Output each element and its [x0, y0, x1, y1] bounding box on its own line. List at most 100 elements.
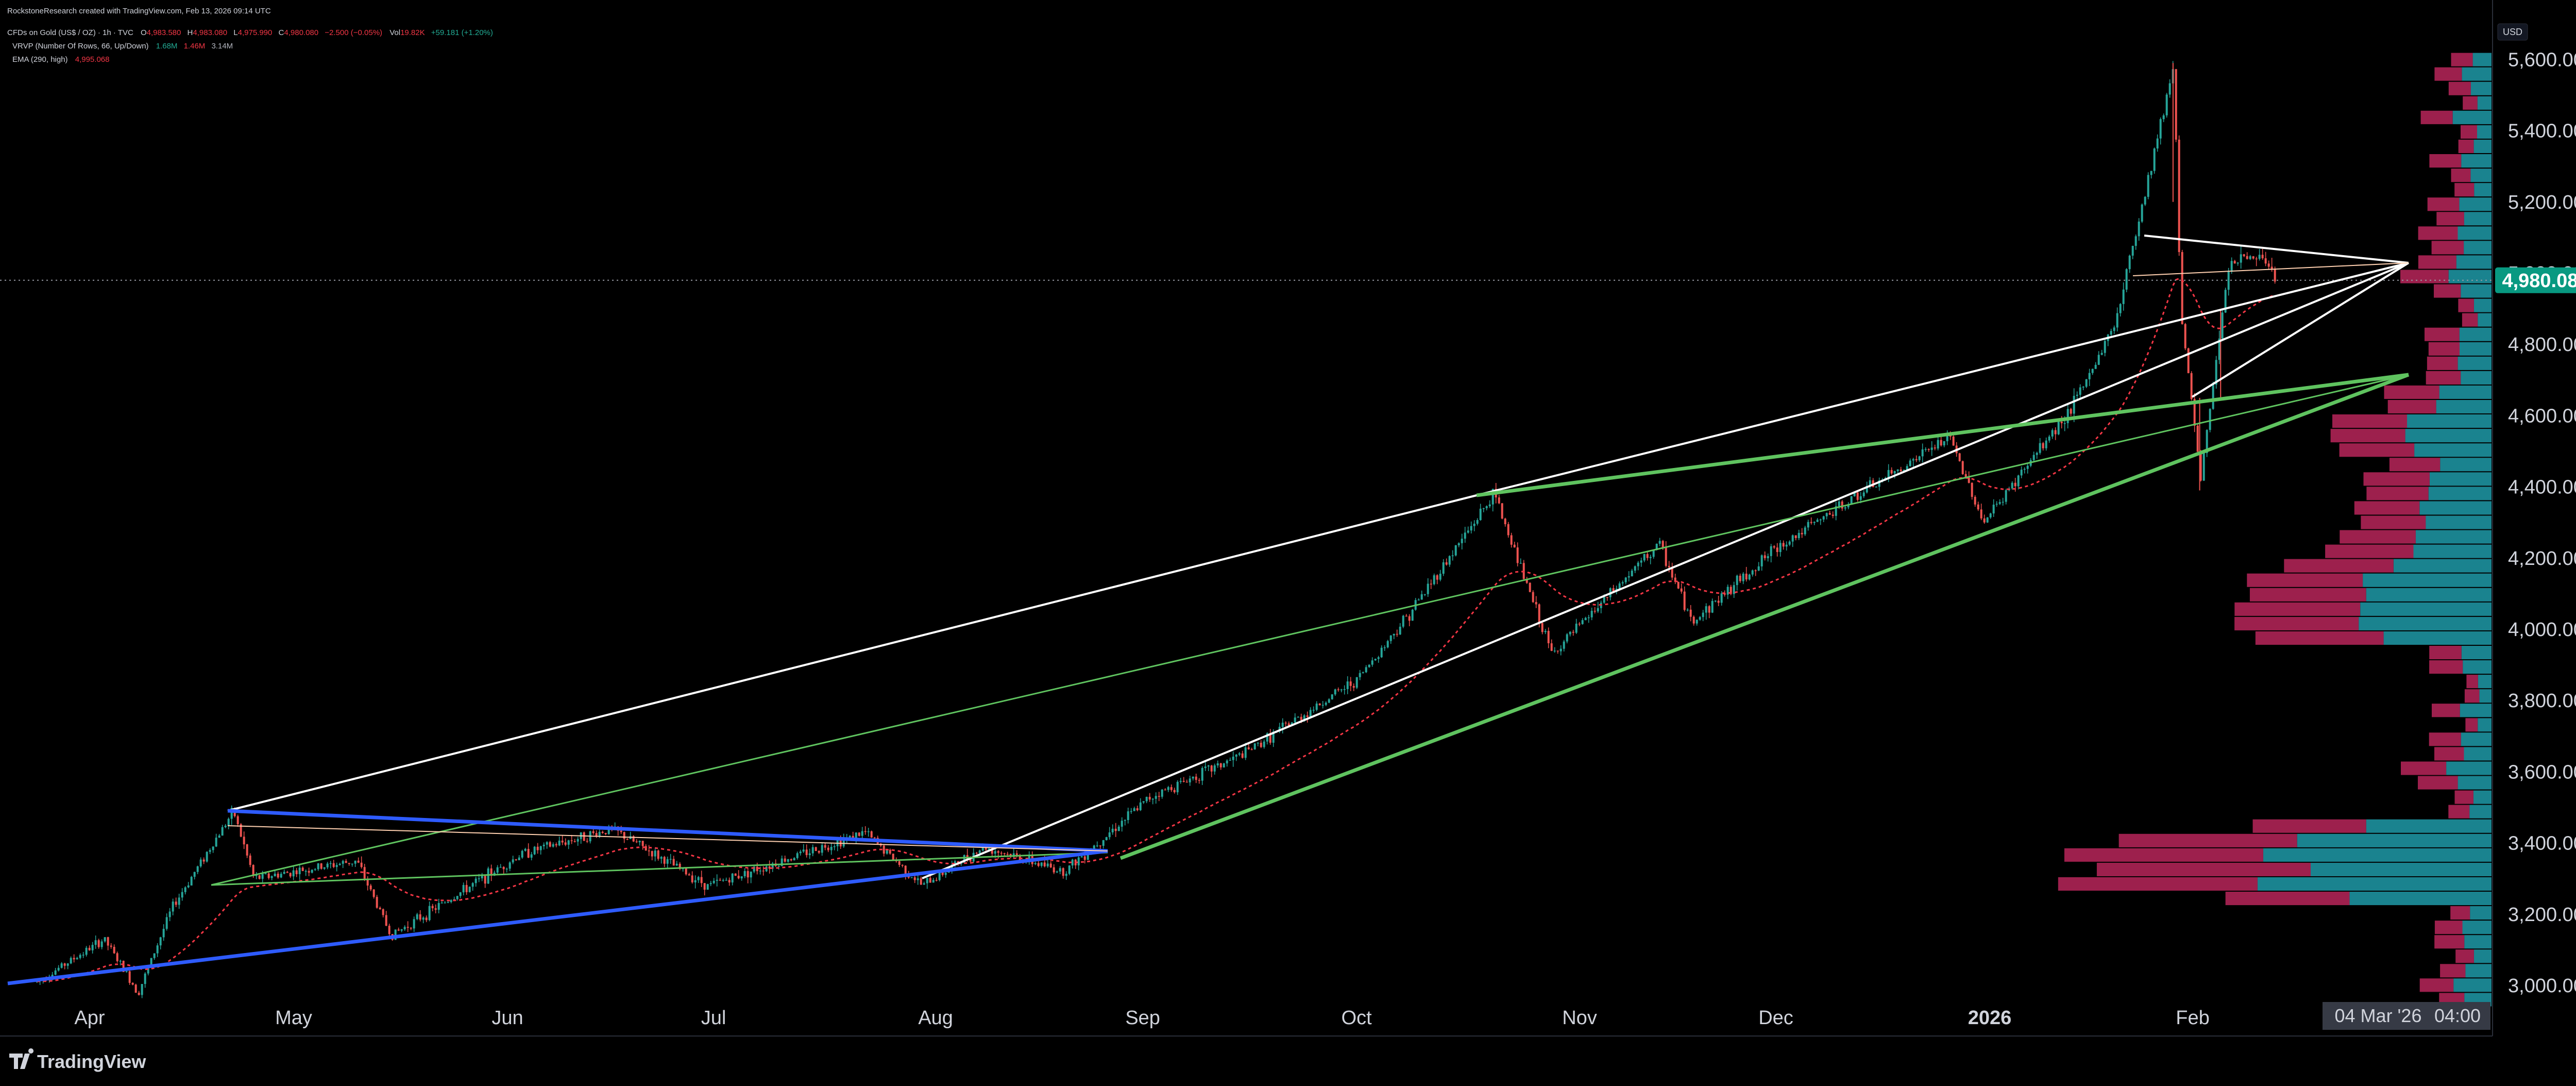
- channel-upper-green-line[interactable]: [1476, 373, 2409, 497]
- triangle-mid-thin-line[interactable]: [2132, 262, 2409, 276]
- triangle-upper-white-line[interactable]: [2144, 235, 2409, 264]
- candle-body: [1300, 716, 1302, 720]
- candle-body: [184, 887, 187, 892]
- profile-down-bar: [2387, 400, 2436, 414]
- candle-body: [1631, 571, 1633, 576]
- candle-body: [2230, 261, 2233, 272]
- candle-body: [1235, 755, 1238, 757]
- candle-body: [1674, 577, 1676, 582]
- candle-body: [762, 871, 765, 872]
- candle-body: [1368, 664, 1370, 667]
- candle-body: [753, 866, 755, 872]
- profile-down-bar: [2361, 515, 2426, 529]
- candle-body: [1532, 592, 1534, 602]
- brand-logo[interactable]: TradingView: [9, 1048, 146, 1072]
- triangle-lower-white-line[interactable]: [2191, 262, 2410, 398]
- candle-body: [100, 941, 103, 947]
- time-axis[interactable]: Apr May Jun Jul Aug Sep Oct Nov Dec 2026 Feb: [74, 1007, 2209, 1029]
- candle-body: [1603, 597, 1605, 603]
- candle-body: [898, 861, 901, 865]
- candle-body: [944, 873, 947, 875]
- candle-body: [1337, 689, 1340, 690]
- wedge-upper-white-line[interactable]: [227, 494, 1477, 812]
- candle-body: [1801, 532, 1803, 534]
- profile-up-bar: [2458, 776, 2492, 790]
- candle-body: [2026, 465, 2029, 469]
- tradingview-logo-icon: [9, 1048, 34, 1069]
- candle-body: [2224, 290, 2227, 313]
- candle-body: [2054, 430, 2057, 435]
- price-tick-label: 3,000.000: [2508, 975, 2576, 997]
- range-upper-blue-line[interactable]: [227, 809, 1108, 853]
- price-tick-label: 4,600.000: [2508, 405, 2576, 427]
- candle-body: [1241, 753, 1244, 758]
- candle-body: [2063, 423, 2066, 424]
- candle-body: [1142, 801, 1145, 803]
- candle-body: [2184, 324, 2187, 348]
- candle-body: [941, 872, 944, 875]
- candle-body: [2125, 269, 2128, 290]
- long-green-thin-line[interactable]: [211, 374, 2409, 886]
- candle-body: [481, 876, 483, 879]
- candle-body: [1374, 659, 1377, 661]
- range-green-thin-line[interactable]: [211, 851, 1108, 886]
- candle-body: [567, 840, 570, 845]
- drawing-layer[interactable]: [7, 235, 2410, 985]
- candle-body: [1266, 733, 1268, 742]
- candle-body: [725, 880, 727, 881]
- candle-body: [861, 831, 863, 836]
- candle-body: [286, 872, 289, 873]
- price-axis[interactable]: 3,000.000 3,200.000 3,400.000 3,600.000 3,80…: [2508, 49, 2576, 997]
- candle-body: [530, 854, 533, 858]
- candle-body: [236, 816, 239, 824]
- profile-down-bar: [2249, 588, 2366, 602]
- candle-body: [1699, 617, 1701, 620]
- candle-body: [889, 849, 891, 854]
- candle-body: [1006, 854, 1009, 855]
- candle-body: [1467, 530, 1469, 533]
- profile-down-bar: [2429, 646, 2462, 660]
- candle-body: [1393, 633, 1395, 636]
- ema-value: 4,995.068: [75, 55, 110, 64]
- candle-body: [2267, 263, 2270, 267]
- candle-body: [230, 808, 233, 819]
- candle-body: [311, 870, 313, 873]
- candle-body: [1096, 845, 1098, 846]
- candle-body: [338, 863, 341, 865]
- profile-up-bar: [2463, 660, 2492, 674]
- profile-down-bar: [2418, 776, 2458, 790]
- candle-body: [917, 878, 919, 880]
- candle-body: [243, 837, 245, 845]
- profile-down-bar: [2418, 255, 2456, 269]
- candle-body: [635, 841, 638, 842]
- profile-down-bar: [2427, 356, 2458, 370]
- trend-white-line[interactable]: [922, 262, 2409, 879]
- candle-body: [2128, 256, 2131, 270]
- candle-body: [598, 831, 601, 837]
- profile-up-bar: [2359, 616, 2492, 630]
- profile-down-bar: [2234, 616, 2359, 630]
- candle-body: [886, 849, 888, 854]
- candle-body: [487, 868, 489, 884]
- candle-body: [657, 850, 659, 859]
- candle-body: [474, 878, 477, 883]
- candle-body: [1257, 743, 1259, 744]
- candle-body: [728, 880, 731, 883]
- candle-body: [713, 880, 715, 883]
- candle-body: [1507, 524, 1510, 536]
- candle-body: [1164, 789, 1166, 791]
- channel-lower-green-line[interactable]: [1120, 373, 2410, 860]
- range-lower-blue-line[interactable]: [7, 849, 1108, 985]
- candle-body: [1720, 593, 1723, 603]
- range-mid-thin-line[interactable]: [227, 825, 1108, 851]
- wedge-upper-white-extension[interactable]: [1476, 262, 2409, 496]
- candle-body: [199, 859, 202, 866]
- candle-body: [883, 845, 885, 854]
- candle-body: [1822, 516, 1825, 520]
- price-tick-label: 3,800.000: [2508, 690, 2576, 712]
- candle-body: [1742, 574, 1744, 581]
- currency-badge[interactable]: USD: [2497, 23, 2528, 41]
- profile-up-bar: [2461, 646, 2492, 660]
- candle-body: [1665, 547, 1667, 566]
